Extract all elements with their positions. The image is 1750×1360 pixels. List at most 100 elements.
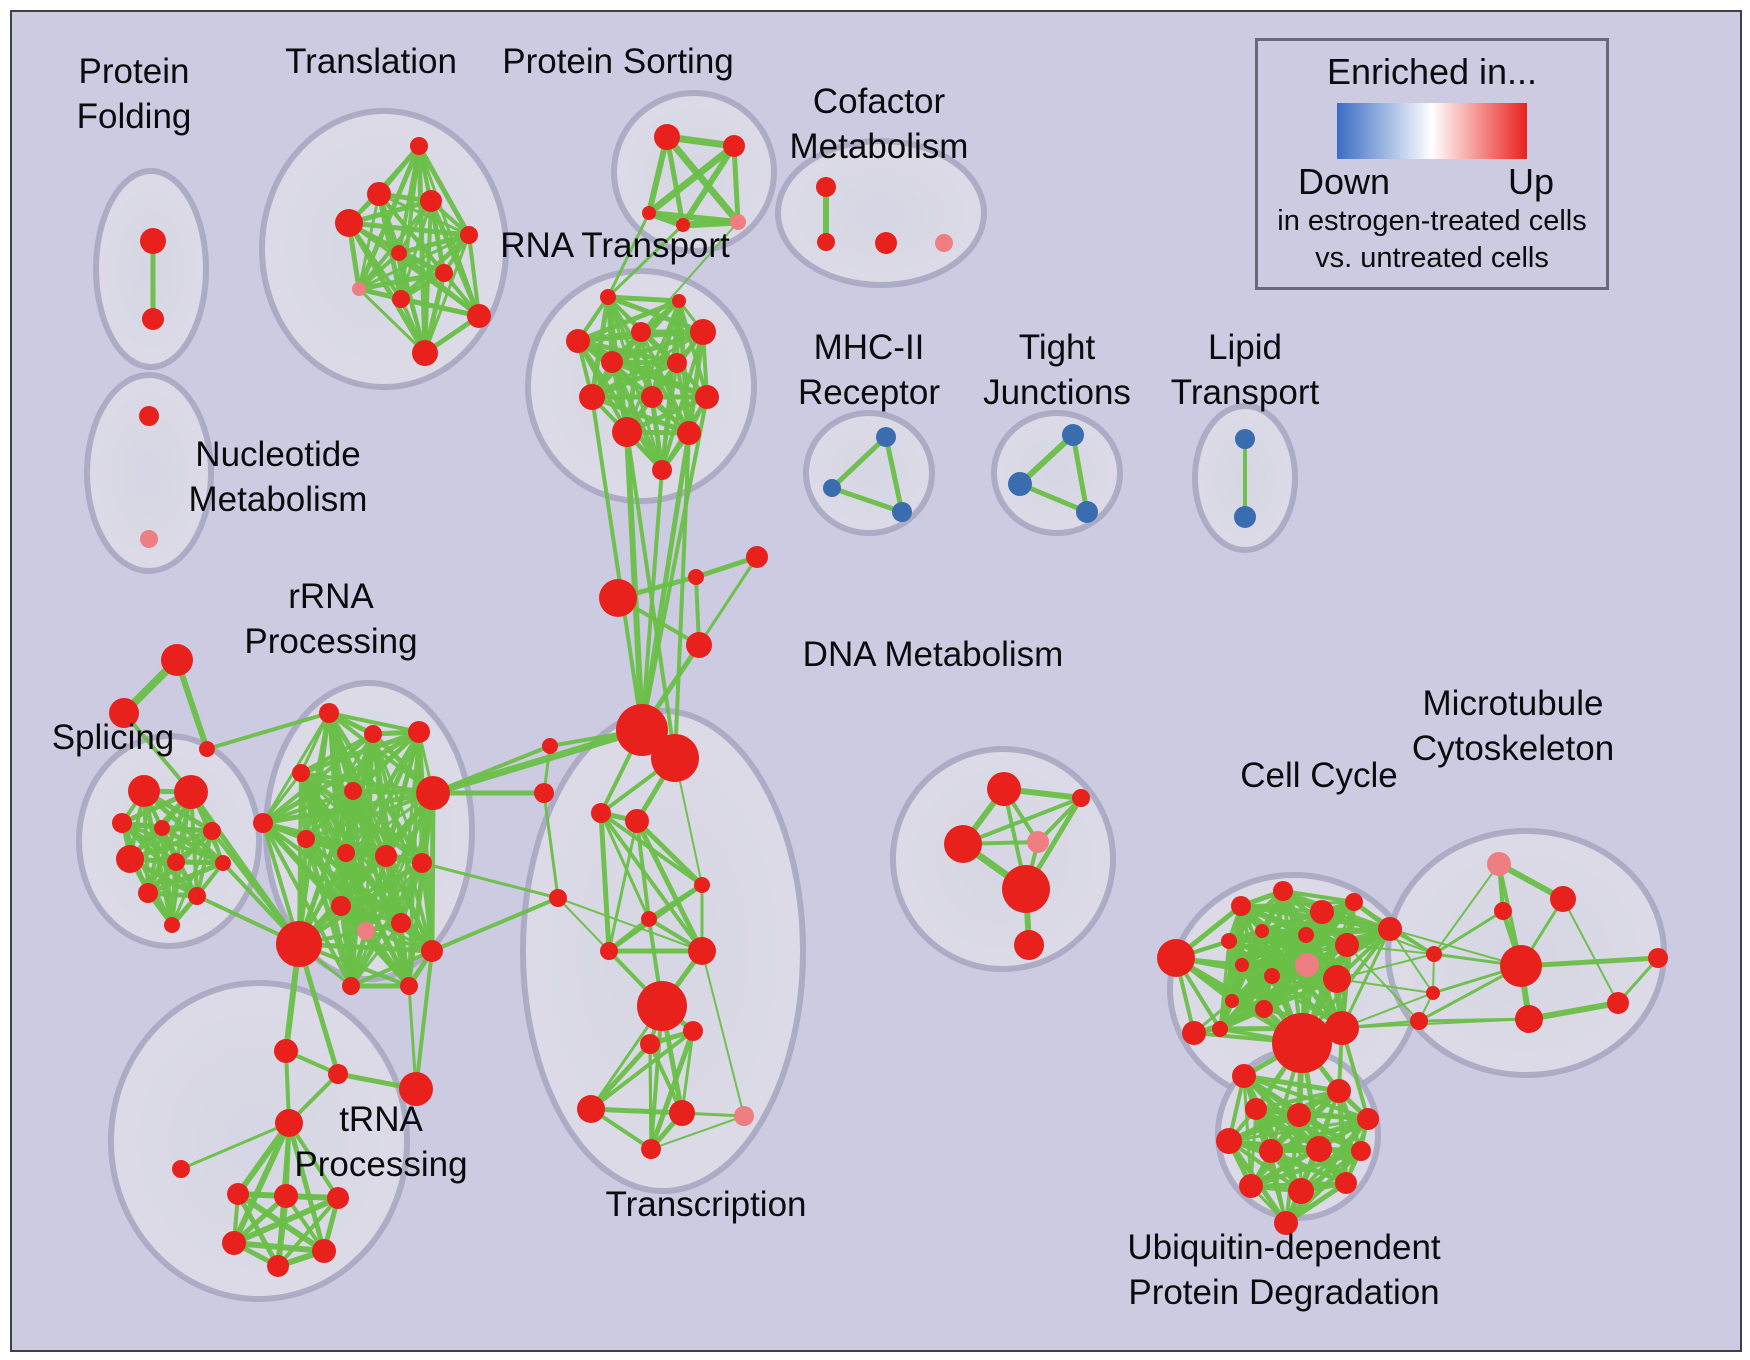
node-r11[interactable] [612, 417, 642, 447]
node-cf1[interactable] [816, 177, 836, 197]
node-q2[interactable] [364, 725, 382, 743]
node-a3[interactable] [199, 741, 215, 757]
node-r8[interactable] [579, 384, 605, 410]
node-v7[interactable] [641, 911, 657, 927]
node-g5[interactable] [1378, 917, 1402, 941]
node-g15[interactable] [1255, 1000, 1273, 1018]
node-q3[interactable] [408, 721, 430, 743]
node-r12[interactable] [677, 421, 701, 445]
node-p3[interactable] [642, 206, 656, 220]
node-cf4[interactable] [935, 234, 953, 252]
node-s3[interactable] [112, 813, 132, 833]
node-q15[interactable] [391, 913, 411, 933]
node-v4[interactable] [591, 803, 611, 823]
node-v12[interactable] [640, 1034, 660, 1054]
node-h5[interactable] [312, 1239, 336, 1263]
node-f1[interactable] [542, 738, 558, 754]
node-v6[interactable] [694, 877, 710, 893]
node-v8[interactable] [600, 942, 618, 960]
node-q8[interactable] [297, 830, 315, 848]
node-v13[interactable] [577, 1095, 605, 1123]
node-q17[interactable] [400, 977, 418, 995]
node-r6[interactable] [601, 351, 623, 373]
node-w5[interactable] [1245, 1098, 1267, 1120]
node-g18[interactable] [1212, 1021, 1228, 1037]
node-b3[interactable] [892, 502, 912, 522]
node-r1[interactable] [600, 289, 616, 305]
node-q18[interactable] [342, 977, 360, 995]
node-r3[interactable] [566, 329, 590, 353]
node-w6[interactable] [1287, 1103, 1311, 1127]
node-g1[interactable] [1231, 896, 1251, 916]
node-t10[interactable] [467, 304, 491, 328]
node-m3[interactable] [1494, 902, 1512, 920]
node-H1[interactable] [616, 704, 668, 756]
node-cf3[interactable] [875, 232, 897, 254]
node-h3[interactable] [327, 1187, 349, 1209]
node-v11[interactable] [683, 1021, 703, 1041]
node-w1[interactable] [1232, 1064, 1256, 1088]
node-g9[interactable] [1335, 933, 1359, 957]
node-q9[interactable] [337, 844, 355, 862]
node-r4[interactable] [631, 322, 651, 342]
node-m6[interactable] [1607, 992, 1629, 1014]
node-m5[interactable] [1515, 1005, 1543, 1033]
node-v5[interactable] [625, 809, 649, 833]
node-q7[interactable] [253, 813, 273, 833]
node-v16[interactable] [641, 1139, 661, 1159]
node-s10[interactable] [188, 887, 206, 905]
node-g13[interactable] [1323, 965, 1351, 993]
node-g16[interactable] [1272, 1013, 1332, 1073]
node-t6[interactable] [391, 245, 407, 261]
node-m4[interactable] [1500, 945, 1542, 987]
node-c2[interactable] [688, 569, 704, 585]
node-a2[interactable] [109, 698, 139, 728]
node-t3[interactable] [420, 190, 442, 212]
node-v14[interactable] [669, 1100, 695, 1126]
node-m7[interactable] [1648, 948, 1668, 968]
node-b1[interactable] [876, 427, 896, 447]
node-b8[interactable] [1234, 506, 1256, 528]
node-nm1[interactable] [139, 406, 159, 426]
node-q10[interactable] [375, 845, 397, 867]
node-w14[interactable] [1274, 1211, 1298, 1235]
node-ul[interactable] [172, 1160, 190, 1178]
node-w7[interactable] [1216, 1128, 1242, 1154]
node-g14[interactable] [1225, 994, 1239, 1008]
node-r13[interactable] [652, 460, 672, 480]
node-h1[interactable] [227, 1183, 249, 1205]
node-t8[interactable] [352, 282, 366, 296]
node-r5[interactable] [690, 319, 716, 345]
node-u4[interactable] [399, 1072, 433, 1106]
node-w11[interactable] [1239, 1174, 1263, 1198]
node-q11[interactable] [412, 853, 432, 873]
node-q4[interactable] [292, 764, 310, 782]
node-s4[interactable] [154, 820, 170, 836]
node-w10[interactable] [1351, 1141, 1371, 1161]
node-q13[interactable] [331, 896, 351, 916]
node-t1[interactable] [410, 137, 428, 155]
node-t9[interactable] [392, 290, 410, 308]
node-g6[interactable] [1221, 933, 1237, 949]
node-f2[interactable] [534, 783, 554, 803]
node-g8[interactable] [1298, 927, 1314, 943]
node-p2[interactable] [723, 135, 745, 157]
node-p5[interactable] [730, 214, 746, 230]
node-g17[interactable] [1325, 1011, 1359, 1045]
node-s2[interactable] [174, 775, 208, 809]
node-s6[interactable] [116, 845, 144, 873]
node-c1[interactable] [599, 579, 637, 617]
node-d2[interactable] [1072, 789, 1090, 807]
node-nm2[interactable] [140, 530, 158, 548]
node-g3[interactable] [1310, 900, 1334, 924]
node-s7[interactable] [167, 853, 185, 871]
node-d6[interactable] [1014, 930, 1044, 960]
node-pf2[interactable] [142, 308, 164, 330]
node-c3[interactable] [746, 546, 768, 568]
node-pf1[interactable] [140, 228, 166, 254]
node-m1[interactable] [1487, 852, 1511, 876]
node-uh[interactable] [275, 1109, 303, 1137]
node-p4[interactable] [676, 218, 690, 232]
node-g11[interactable] [1235, 958, 1249, 972]
node-t5[interactable] [460, 226, 478, 244]
